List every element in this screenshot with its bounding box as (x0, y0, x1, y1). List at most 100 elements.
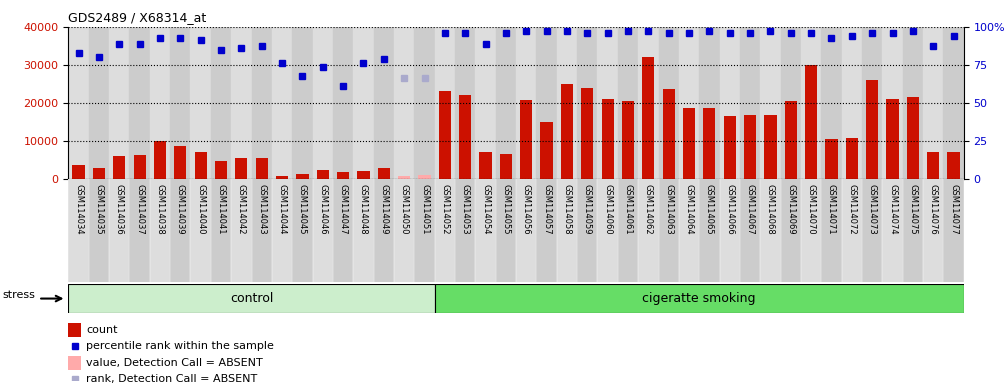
Bar (846, 137, 858, 179)
Bar (394, 179, 414, 282)
Text: GSM114059: GSM114059 (582, 184, 592, 234)
Bar (150, 179, 170, 282)
Bar (902, 27, 924, 179)
Text: GSM114060: GSM114060 (604, 184, 612, 234)
Bar (109, 27, 130, 179)
Bar (130, 27, 150, 179)
Bar (801, 27, 821, 179)
Bar (805, 65, 817, 179)
Bar (642, 57, 655, 179)
Bar (739, 27, 761, 179)
Bar (480, 152, 492, 179)
Bar (821, 179, 842, 282)
Text: GSM114066: GSM114066 (725, 184, 734, 235)
Bar (414, 27, 435, 179)
Bar (944, 27, 964, 179)
Bar (536, 179, 556, 282)
Text: GDS2489 / X68314_at: GDS2489 / X68314_at (68, 12, 206, 25)
Text: GSM114049: GSM114049 (379, 184, 388, 234)
Text: GSM114038: GSM114038 (156, 184, 164, 235)
Bar (373, 179, 394, 282)
Bar (761, 179, 781, 282)
Bar (581, 88, 594, 179)
Text: GSM114069: GSM114069 (787, 184, 796, 234)
Bar (948, 152, 960, 179)
Bar (333, 27, 353, 179)
Bar (679, 179, 699, 282)
Bar (353, 179, 373, 282)
Bar (744, 115, 757, 179)
Text: GSM114052: GSM114052 (441, 184, 450, 234)
Bar (638, 179, 659, 282)
Bar (699, 27, 719, 179)
Text: GSM114039: GSM114039 (176, 184, 185, 234)
Bar (272, 27, 292, 179)
Text: GSM114075: GSM114075 (908, 184, 917, 234)
Bar (679, 27, 699, 179)
Bar (719, 27, 739, 179)
Bar (556, 27, 577, 179)
Bar (520, 100, 532, 179)
Bar (683, 108, 695, 179)
Bar (842, 179, 862, 282)
Bar (317, 170, 329, 179)
Bar (435, 27, 455, 179)
Bar (235, 158, 247, 179)
Bar (109, 179, 130, 282)
Bar (618, 179, 638, 282)
Bar (333, 179, 353, 282)
Text: GSM114046: GSM114046 (318, 184, 327, 234)
Text: percentile rank within the sample: percentile rank within the sample (86, 341, 274, 351)
Bar (435, 284, 964, 313)
Text: GSM114063: GSM114063 (664, 184, 673, 235)
Text: GSM114070: GSM114070 (807, 184, 816, 234)
Text: cigeratte smoking: cigeratte smoking (643, 292, 756, 305)
Text: GSM114037: GSM114037 (135, 184, 144, 235)
Bar (394, 27, 414, 179)
Bar (292, 27, 313, 179)
Bar (781, 27, 801, 179)
Bar (902, 179, 924, 282)
Bar (882, 179, 902, 282)
Bar (211, 179, 231, 282)
Bar (516, 27, 536, 179)
Bar (435, 179, 455, 282)
Text: GSM114068: GSM114068 (766, 184, 775, 235)
Bar (577, 27, 598, 179)
Bar (276, 175, 288, 179)
Bar (459, 95, 471, 179)
Bar (821, 27, 842, 179)
Bar (337, 172, 349, 179)
Text: count: count (86, 325, 118, 335)
Bar (638, 27, 659, 179)
Bar (944, 179, 964, 282)
Bar (231, 179, 252, 282)
Text: GSM114072: GSM114072 (847, 184, 856, 234)
Bar (801, 179, 821, 282)
Bar (659, 179, 679, 282)
Text: value, Detection Call = ABSENT: value, Detection Call = ABSENT (86, 358, 263, 368)
Bar (825, 139, 838, 179)
Text: stress: stress (2, 290, 35, 300)
Text: GSM114043: GSM114043 (258, 184, 267, 234)
Bar (170, 179, 190, 282)
Bar (719, 179, 739, 282)
Bar (924, 27, 944, 179)
Text: GSM114074: GSM114074 (888, 184, 897, 234)
Bar (842, 27, 862, 179)
Text: GSM114062: GSM114062 (644, 184, 653, 234)
Text: rank, Detection Call = ABSENT: rank, Detection Call = ABSENT (86, 374, 258, 384)
Bar (377, 168, 390, 179)
Text: GSM114056: GSM114056 (522, 184, 531, 234)
Bar (89, 179, 109, 282)
Bar (398, 176, 410, 179)
Bar (130, 179, 150, 282)
Bar (765, 115, 777, 179)
Text: GSM114053: GSM114053 (461, 184, 470, 234)
Bar (785, 101, 797, 179)
Bar (68, 179, 89, 282)
Bar (418, 175, 431, 179)
Bar (256, 158, 268, 179)
Bar (252, 179, 272, 282)
Bar (924, 179, 944, 282)
